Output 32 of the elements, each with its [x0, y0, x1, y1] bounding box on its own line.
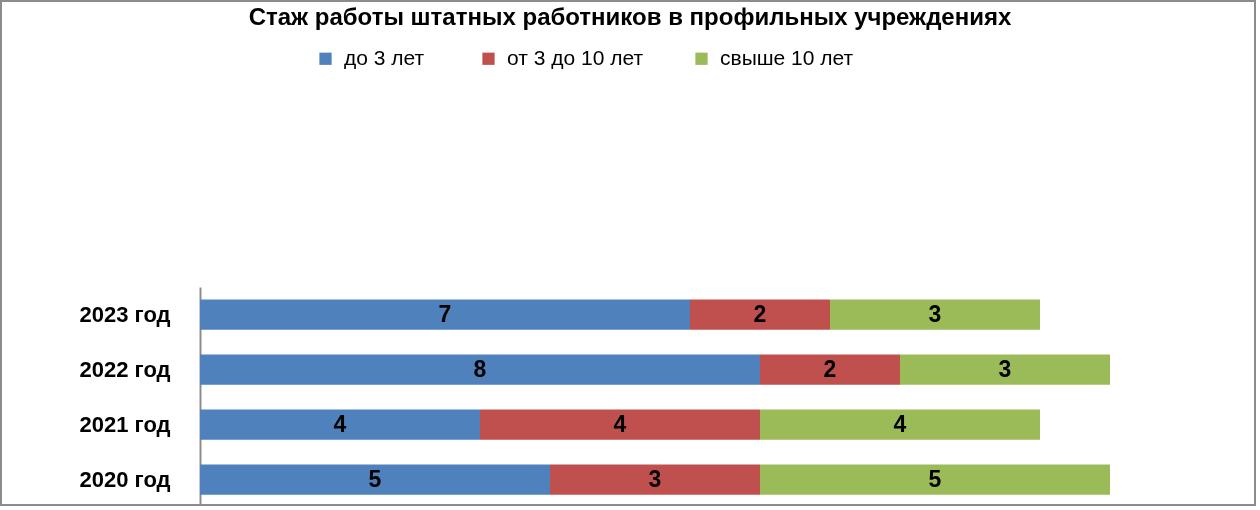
bar — [830, 299, 1040, 330]
data-label: 4 — [613, 410, 627, 437]
bar — [760, 354, 900, 385]
bar — [200, 464, 550, 495]
data-label: 2 — [823, 355, 837, 382]
bar — [550, 464, 760, 495]
y-tick-label: 2020 год — [79, 466, 171, 492]
y-tick-label: 2023 год — [79, 301, 171, 327]
data-label: 4 — [893, 410, 907, 437]
data-label: 7 — [438, 300, 452, 327]
legend-label: до 3 лет — [344, 45, 425, 69]
data-label: 4 — [333, 410, 347, 437]
bar — [200, 299, 690, 330]
y-tick-label: 2022 год — [79, 356, 171, 382]
bar — [690, 299, 830, 330]
chart-title: Стаж работы штатных работников в профильных учреждениях — [248, 3, 1012, 30]
data-label: 3 — [648, 465, 662, 492]
data-label: 2 — [753, 300, 767, 327]
data-label: 3 — [928, 300, 942, 327]
data-label: 5 — [928, 465, 942, 492]
bar — [760, 409, 1040, 440]
y-tick-label: 2021 год — [79, 411, 171, 437]
data-label: 3 — [998, 355, 1012, 382]
legend-label: от 3 до 10 лет — [507, 45, 644, 69]
data-label: 5 — [368, 465, 382, 492]
bar — [200, 409, 480, 440]
legend-label: свыше 10 лет — [720, 45, 854, 69]
data-label: 8 — [473, 355, 487, 382]
bar — [900, 354, 1110, 385]
bar — [480, 409, 760, 440]
bar — [200, 354, 760, 385]
bar — [760, 464, 1110, 495]
